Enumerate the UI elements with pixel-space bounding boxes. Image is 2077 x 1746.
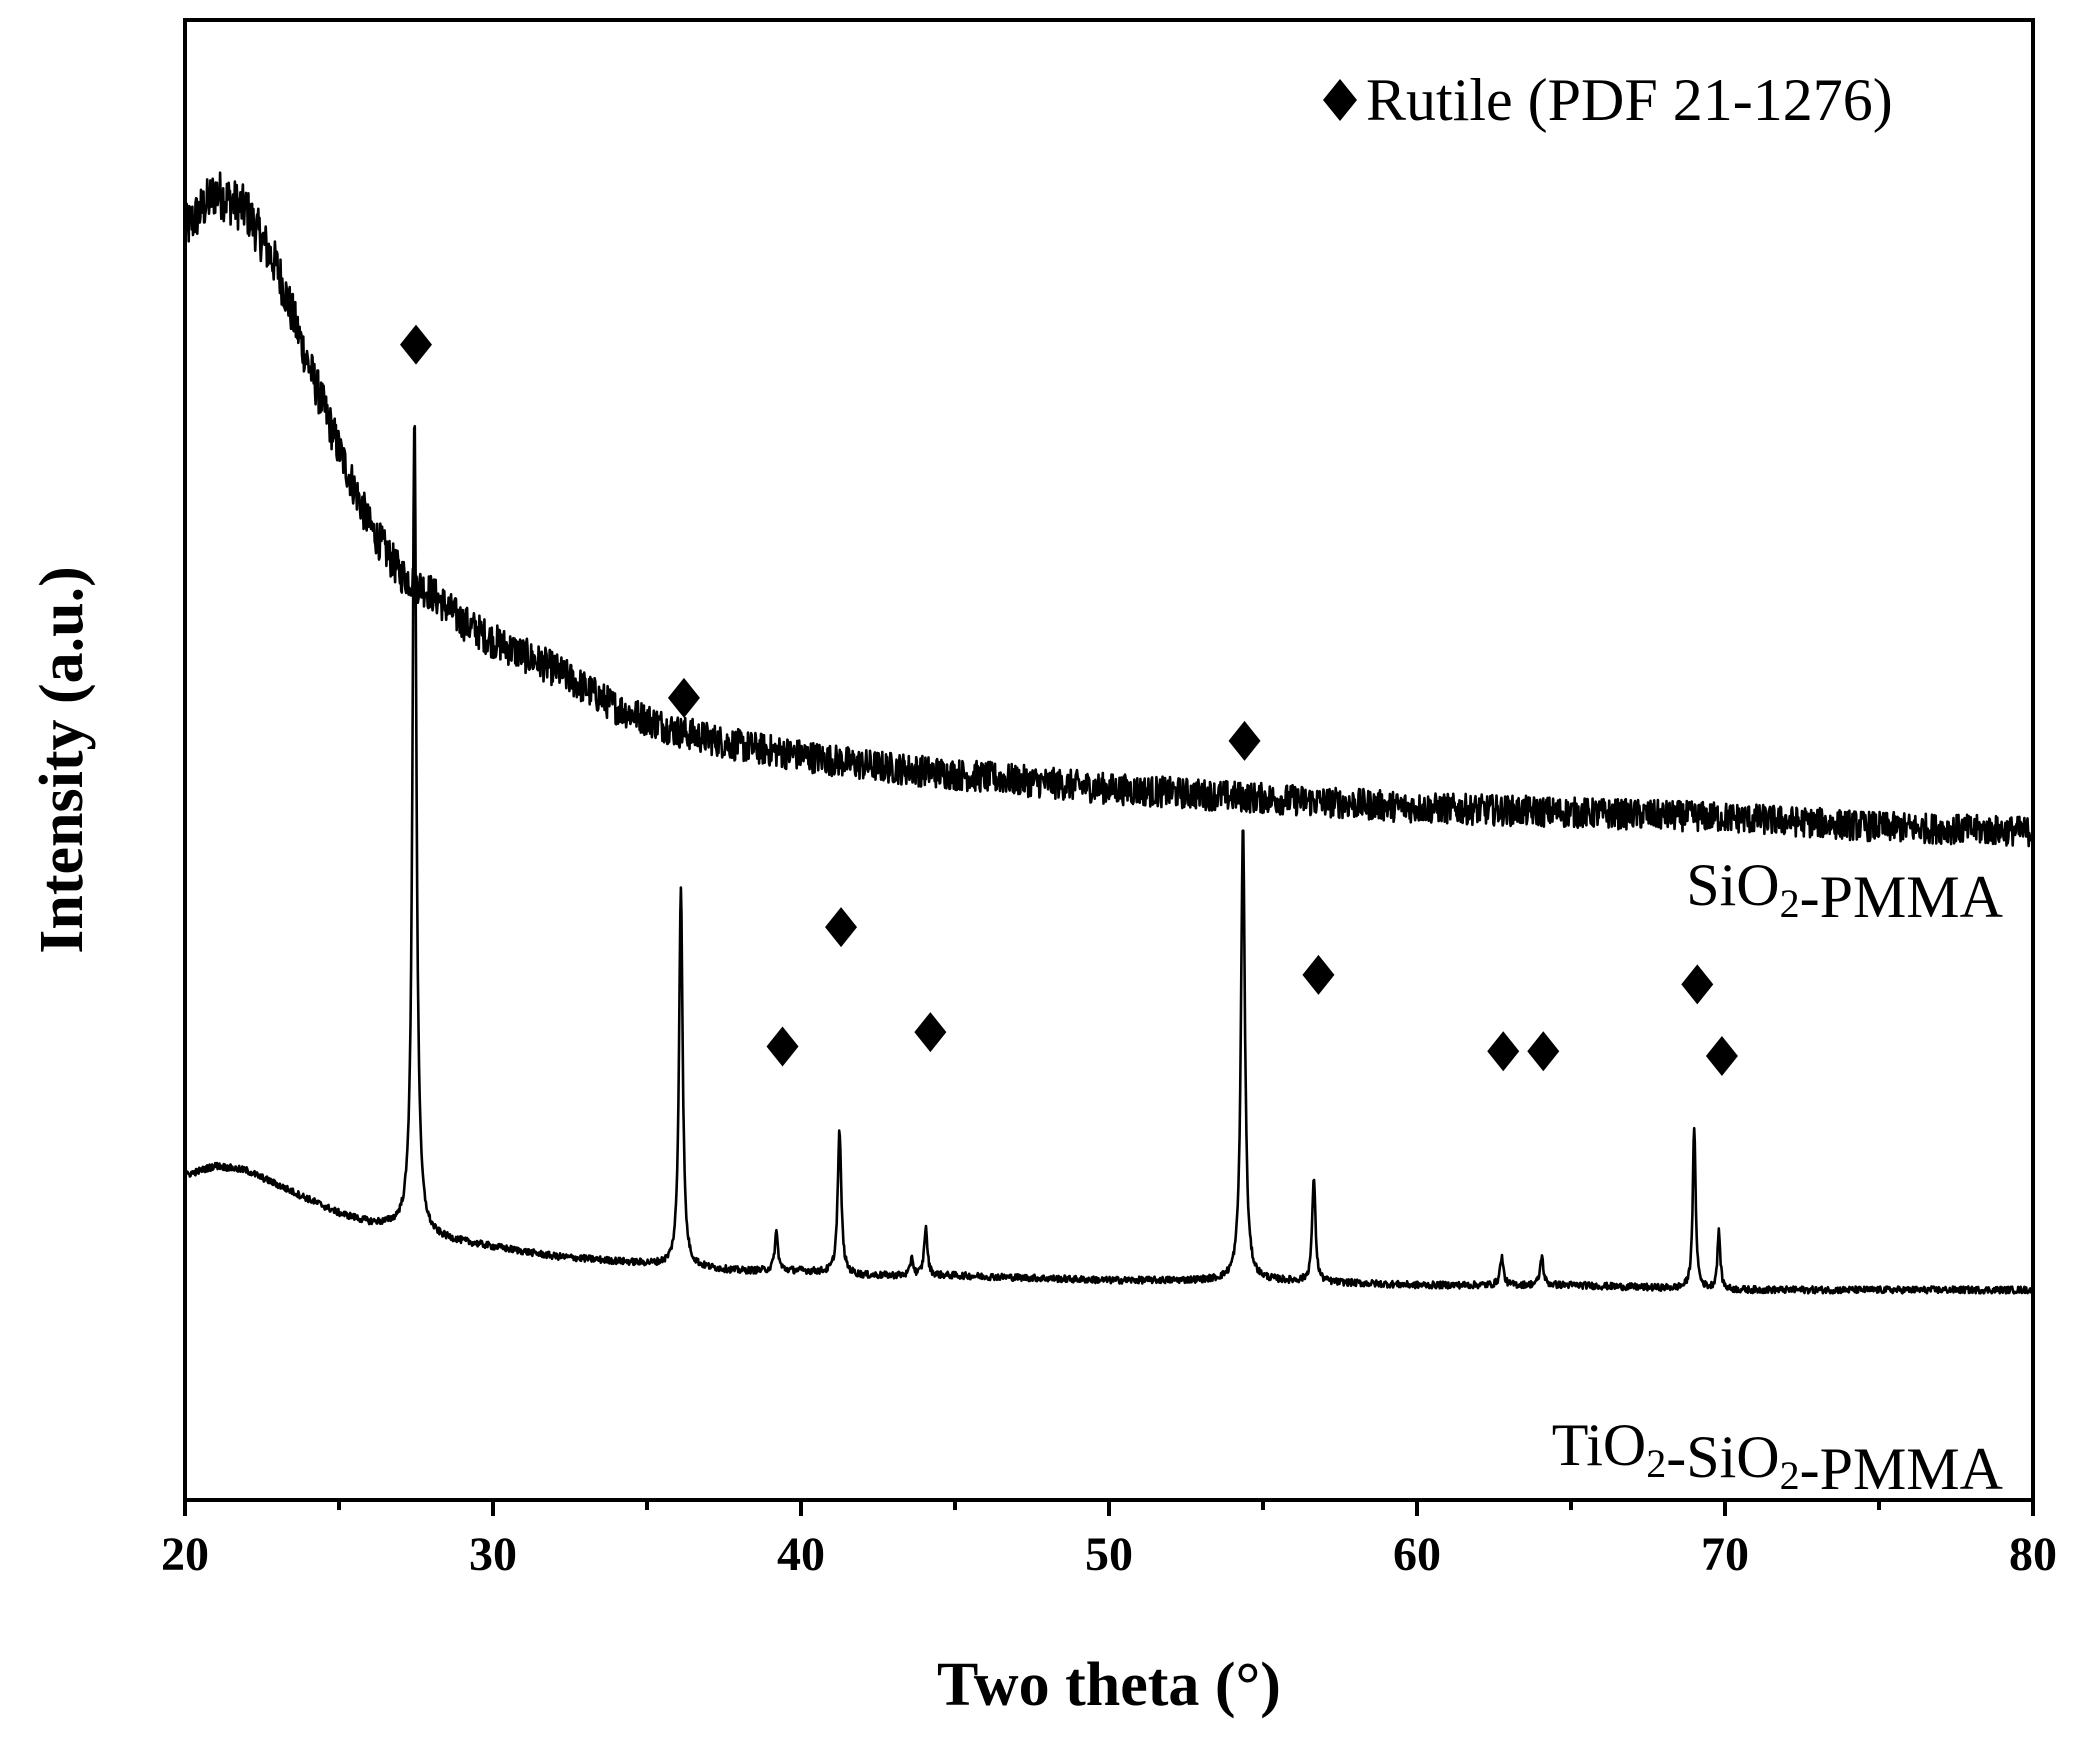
series-label-tio2-sio2-pmma: TiO2-SiO2-PMMA xyxy=(1552,1412,2003,1502)
series-label-sio2-pmma: SiO2-PMMA xyxy=(1686,852,2003,930)
plot-area xyxy=(183,171,2035,1295)
label-text: -SiO xyxy=(1666,1424,1779,1490)
x-tick-label: 40 xyxy=(777,1528,825,1581)
x-tick-label: 50 xyxy=(1085,1528,1133,1581)
rutile-peak-marker xyxy=(1705,1036,1738,1076)
x-tick-label: 80 xyxy=(2009,1528,2057,1581)
x-tick-label: 70 xyxy=(1701,1528,1749,1581)
label-subscript: 2 xyxy=(1780,881,1800,926)
label-text: -PMMA xyxy=(1800,864,2003,930)
label-subscript: 2 xyxy=(1780,1453,1800,1498)
rutile-peak-marker xyxy=(1302,954,1335,995)
rutile-peak-marker xyxy=(667,677,700,718)
rutile-peak-marker xyxy=(400,324,432,365)
y-axis-title: Intensity (a.u.) xyxy=(28,566,96,954)
rutile-peak-marker xyxy=(914,1012,947,1053)
rutile-peak-marker xyxy=(766,1026,799,1067)
legend-diamond-marker xyxy=(1323,79,1357,121)
x-tick-label: 20 xyxy=(161,1528,209,1581)
rutile-peak-markers xyxy=(400,324,1738,1076)
rutile-peak-marker xyxy=(1527,1031,1560,1072)
label-text: -PMMA xyxy=(1800,1436,2003,1502)
rutile-peak-marker xyxy=(1228,720,1261,761)
label-text: SiO xyxy=(1686,852,1779,918)
x-axis-ticks: 20 30 40 50 60 70 80 xyxy=(161,1500,2057,1581)
label-text: TiO xyxy=(1552,1412,1647,1478)
series-line-tio2-sio2-pmma xyxy=(184,424,2035,1295)
x-tick-label: 60 xyxy=(1393,1528,1441,1581)
rutile-peak-marker xyxy=(1681,964,1714,1005)
legend: Rutile (PDF 21-1276) xyxy=(1323,67,1893,133)
x-axis-title: Two theta (°) xyxy=(937,1651,1281,1719)
rutile-peak-marker xyxy=(1487,1031,1520,1072)
label-subscript: 2 xyxy=(1646,1441,1666,1486)
rutile-peak-marker xyxy=(825,907,858,948)
legend-text: Rutile (PDF 21-1276) xyxy=(1366,67,1893,133)
series-line-sio2-pmma xyxy=(183,171,2035,848)
x-tick-label: 30 xyxy=(469,1528,517,1581)
